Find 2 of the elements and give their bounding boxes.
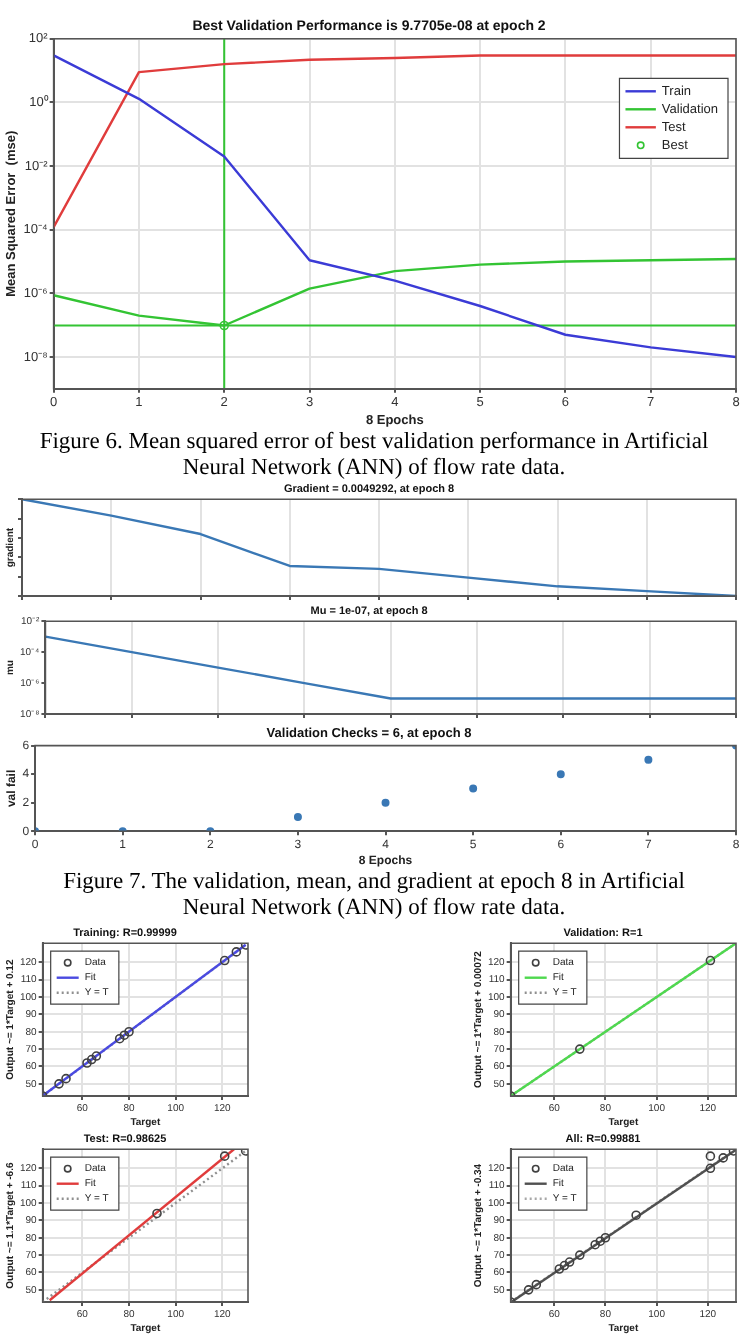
caption: Figure 6. Mean squared error of best validation performance in Artificial Neural Network (ANN) of flow rate data.: [37, 428, 711, 480]
caption: Figure 7. The validation, mean, and gradient at epoch 8 in Artificial Neural Network (ANN) of flow rate data.: [61, 868, 687, 920]
